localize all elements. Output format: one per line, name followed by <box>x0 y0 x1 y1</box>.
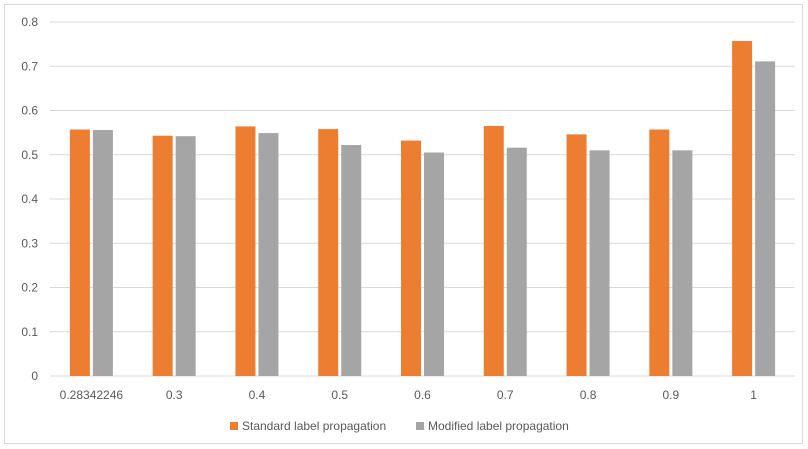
bars <box>69 41 776 377</box>
x-tick-label: 0.7 <box>497 388 514 402</box>
bar-modified <box>341 145 362 376</box>
bar-modified <box>589 150 610 376</box>
y-tick-label: 0.8 <box>21 15 38 29</box>
x-tick-label: 0.4 <box>249 388 266 402</box>
legend-swatch-modified <box>416 422 424 430</box>
legend-label-modified: Modified label propagation <box>428 419 569 433</box>
bar-standard <box>401 140 421 376</box>
y-axis: 0 0.1 0.2 0.3 0.4 0.5 0.6 0.7 0.8 <box>21 15 38 383</box>
bar-modified <box>258 133 279 376</box>
bar-standard <box>235 126 256 377</box>
y-tick-label: 0.2 <box>21 281 38 295</box>
bar-standard <box>566 134 587 376</box>
y-tick-label: 0.1 <box>21 325 38 339</box>
y-tick-label: 0.4 <box>21 192 38 206</box>
legend-label-standard: Standard label propagation <box>242 419 386 433</box>
bar-standard <box>318 129 339 376</box>
bar-standard <box>649 129 670 376</box>
x-tick-label: 0.6 <box>414 388 431 402</box>
bar-modified <box>672 150 693 376</box>
x-tick-label: 0.3 <box>166 388 183 402</box>
legend: Standard label propagation Modified labe… <box>230 419 569 433</box>
bar-standard <box>732 41 753 377</box>
bar-standard <box>69 129 90 376</box>
bar-modified <box>424 152 444 376</box>
x-tick-label: 0.8 <box>580 388 597 402</box>
y-tick-label: 0.3 <box>21 236 38 250</box>
x-tick-label: 0.9 <box>662 388 679 402</box>
legend-swatch-standard <box>230 422 238 430</box>
bar-modified <box>92 129 113 376</box>
bar-modified <box>506 147 527 376</box>
x-axis: 0.28342246 0.3 0.4 0.5 0.6 0.7 0.8 0.9 1 <box>60 388 758 402</box>
y-tick-label: 0.5 <box>21 148 38 162</box>
bar-standard <box>152 135 173 376</box>
bar-modified <box>175 136 196 376</box>
bar-modified <box>755 61 776 376</box>
x-tick-label: 0.5 <box>331 388 348 402</box>
y-tick-label: 0 <box>31 369 38 383</box>
gridlines <box>50 21 795 377</box>
x-tick-label: 0.28342246 <box>60 388 124 402</box>
y-tick-label: 0.7 <box>21 59 38 73</box>
y-tick-label: 0.6 <box>21 104 38 118</box>
x-tick-label: 1 <box>750 388 757 402</box>
bar-standard <box>483 125 504 376</box>
